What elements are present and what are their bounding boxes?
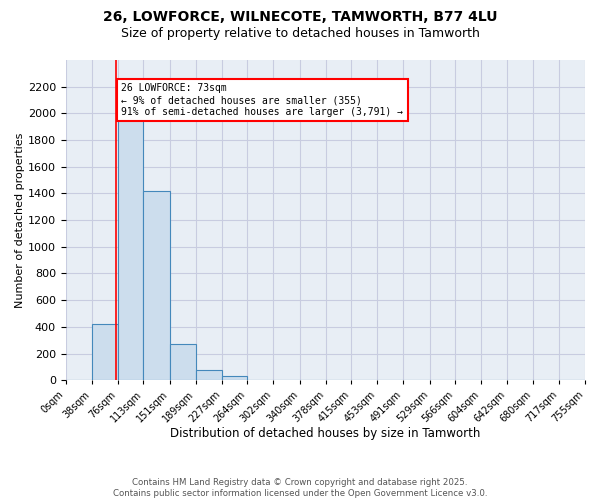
Bar [196, 370, 222, 380]
Bar [170, 344, 196, 380]
Text: Size of property relative to detached houses in Tamworth: Size of property relative to detached ho… [121, 28, 479, 40]
Bar [222, 376, 247, 380]
Y-axis label: Number of detached properties: Number of detached properties [15, 132, 25, 308]
Text: 26 LOWFORCE: 73sqm
← 9% of detached houses are smaller (355)
91% of semi-detache: 26 LOWFORCE: 73sqm ← 9% of detached hous… [121, 84, 403, 116]
Bar [92, 324, 118, 380]
Text: 26, LOWFORCE, WILNECOTE, TAMWORTH, B77 4LU: 26, LOWFORCE, WILNECOTE, TAMWORTH, B77 4… [103, 10, 497, 24]
X-axis label: Distribution of detached houses by size in Tamworth: Distribution of detached houses by size … [170, 427, 481, 440]
Bar [143, 190, 170, 380]
Text: Contains HM Land Registry data © Crown copyright and database right 2025.
Contai: Contains HM Land Registry data © Crown c… [113, 478, 487, 498]
Bar [118, 100, 143, 380]
